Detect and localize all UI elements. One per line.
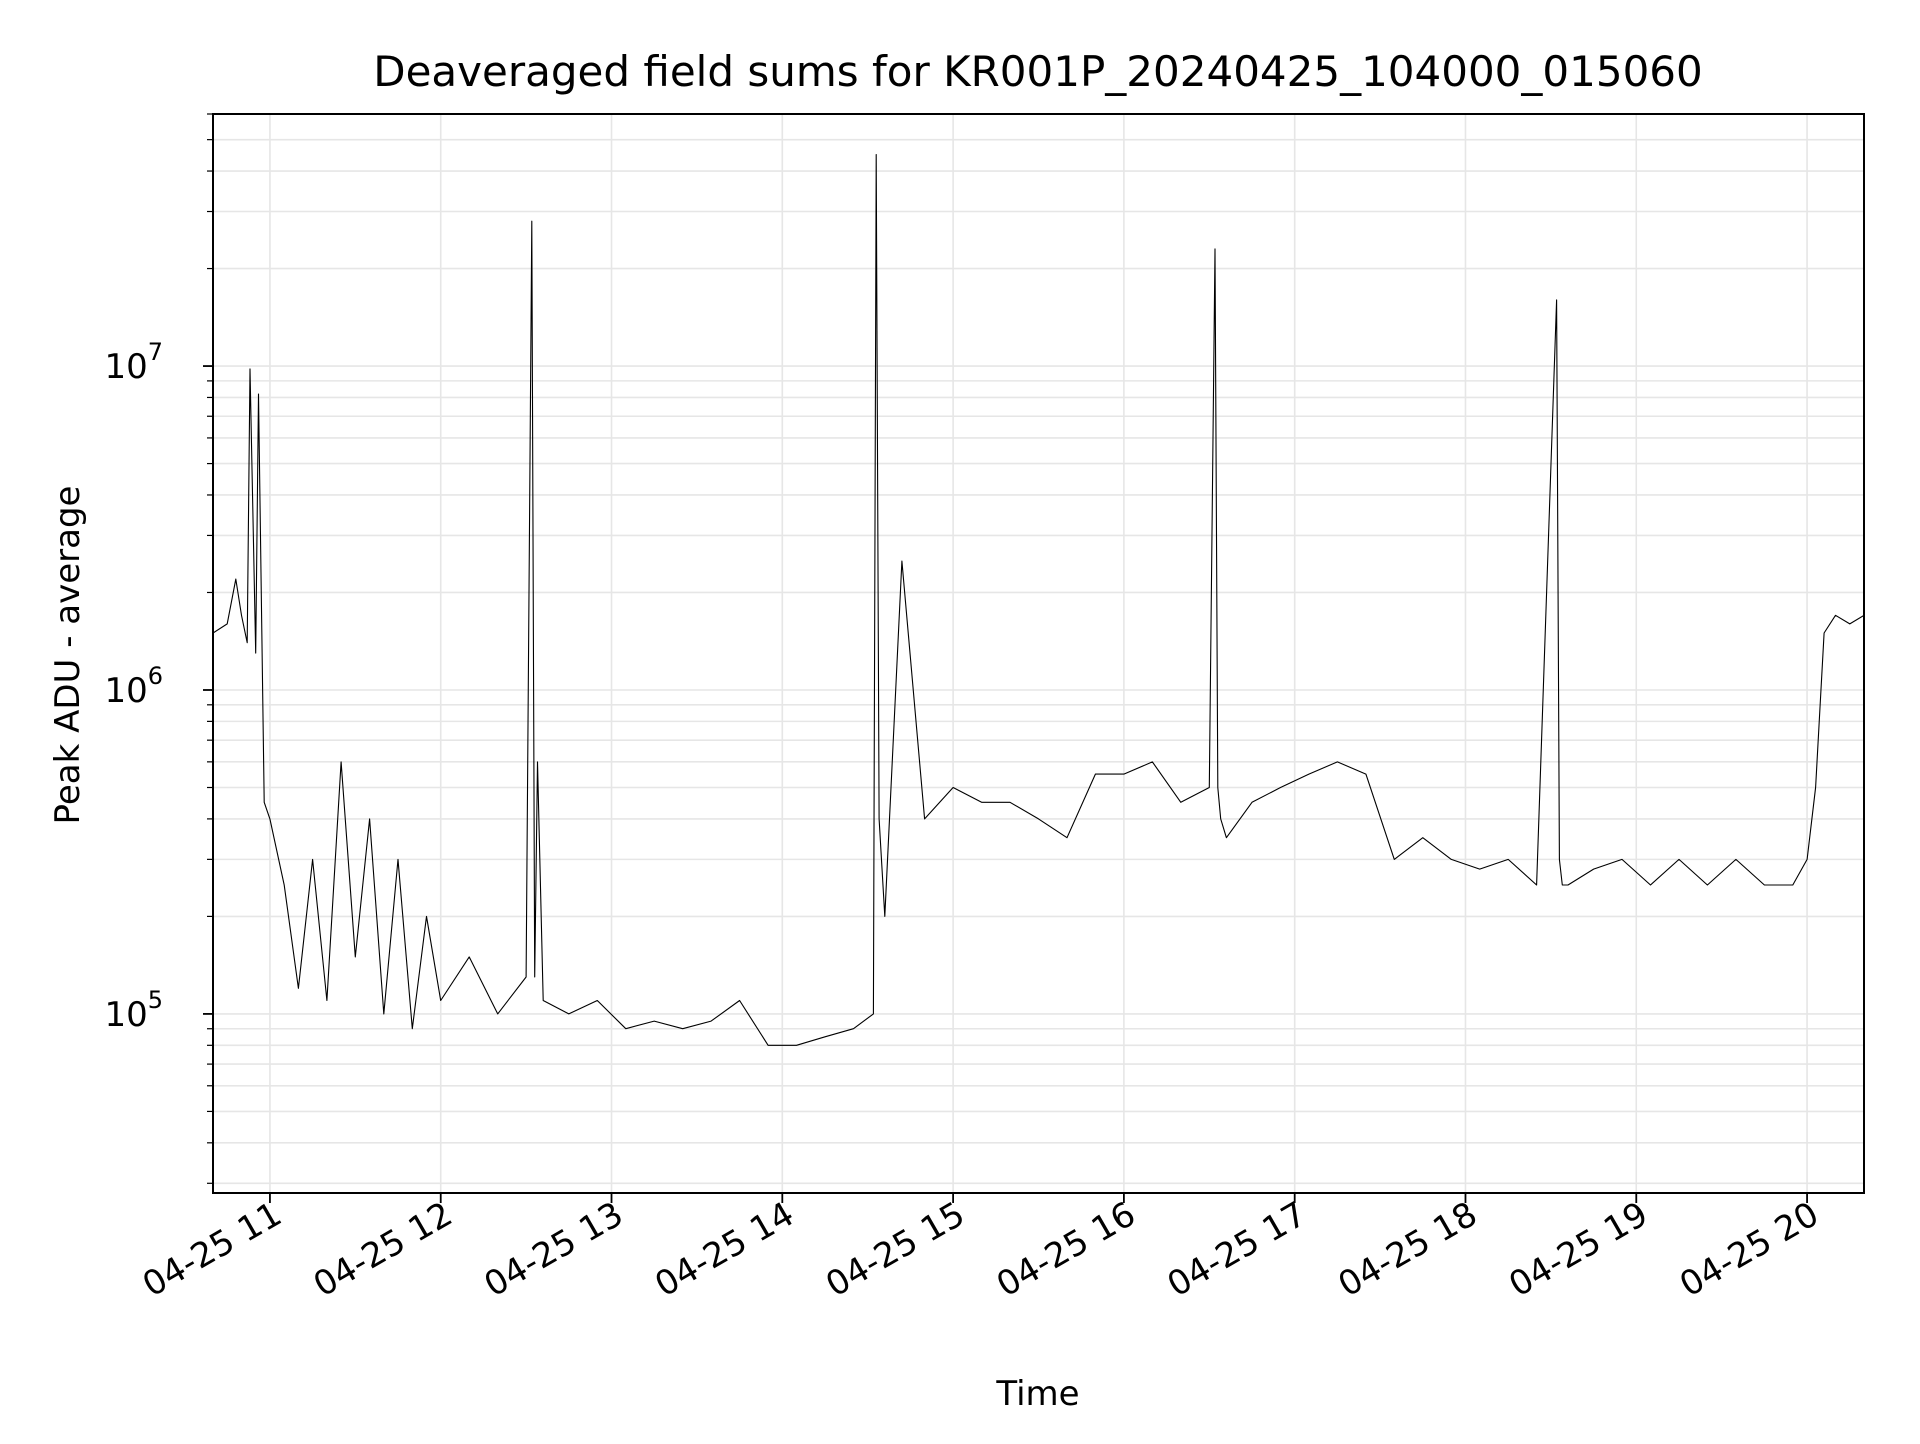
series-layer: [213, 153, 1864, 1046]
y-axis-label: Peak ADU - average: [48, 486, 88, 825]
y-tick-label: 105: [104, 986, 163, 1035]
y-tick-base: 10: [104, 995, 147, 1035]
y-tick-label: 106: [104, 662, 163, 711]
y-tick-base: 10: [104, 347, 147, 387]
y-tick-base: 10: [104, 671, 147, 711]
grid: [213, 113, 1864, 1193]
y-tick-exponent: 6: [148, 662, 163, 690]
y-tick-label: 107: [104, 338, 163, 387]
x-axis-label: Time: [995, 1374, 1079, 1414]
y-tick-exponent: 7: [148, 338, 163, 366]
y-tick-exponent: 5: [148, 986, 163, 1014]
chart-title: Deaveraged field sums for KR001P_2024042…: [373, 47, 1703, 96]
plot-frame: [212, 113, 1865, 1194]
series-line: [213, 153, 1864, 1046]
